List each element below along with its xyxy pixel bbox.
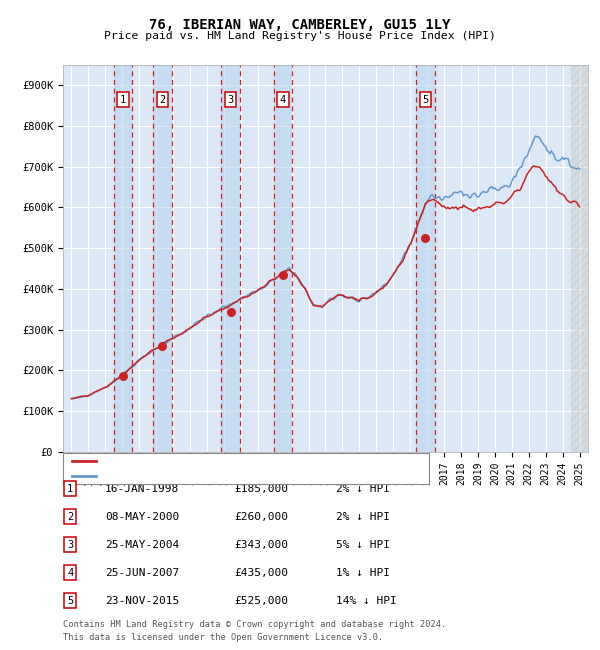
Bar bbox=[274, 65, 292, 452]
Text: 1: 1 bbox=[67, 484, 73, 494]
Text: 76, IBERIAN WAY, CAMBERLEY, GU15 1LY (detached house): 76, IBERIAN WAY, CAMBERLEY, GU15 1LY (de… bbox=[100, 456, 418, 467]
Text: This data is licensed under the Open Government Licence v3.0.: This data is licensed under the Open Gov… bbox=[63, 633, 383, 642]
Bar bbox=[153, 65, 172, 452]
Text: Price paid vs. HM Land Registry's House Price Index (HPI): Price paid vs. HM Land Registry's House … bbox=[104, 31, 496, 41]
Bar bbox=[416, 65, 435, 452]
Text: 16-JAN-1998: 16-JAN-1998 bbox=[105, 484, 179, 494]
Text: £525,000: £525,000 bbox=[234, 595, 288, 606]
Text: Contains HM Land Registry data © Crown copyright and database right 2024.: Contains HM Land Registry data © Crown c… bbox=[63, 619, 446, 629]
Text: 3: 3 bbox=[67, 540, 73, 550]
Text: 1: 1 bbox=[120, 95, 126, 105]
Text: 5: 5 bbox=[422, 95, 428, 105]
Text: 4: 4 bbox=[280, 95, 286, 105]
Bar bbox=[571, 65, 588, 452]
Text: 2% ↓ HPI: 2% ↓ HPI bbox=[336, 512, 390, 522]
Bar bbox=[113, 65, 132, 452]
Text: 25-JUN-2007: 25-JUN-2007 bbox=[105, 567, 179, 578]
Text: HPI: Average price, detached house, Surrey Heath: HPI: Average price, detached house, Surr… bbox=[100, 471, 388, 481]
Text: 3: 3 bbox=[227, 95, 234, 105]
Text: £343,000: £343,000 bbox=[234, 540, 288, 550]
Text: 25-MAY-2004: 25-MAY-2004 bbox=[105, 540, 179, 550]
Text: 23-NOV-2015: 23-NOV-2015 bbox=[105, 595, 179, 606]
Text: 2% ↓ HPI: 2% ↓ HPI bbox=[336, 484, 390, 494]
Text: 2: 2 bbox=[67, 512, 73, 522]
Text: 5% ↓ HPI: 5% ↓ HPI bbox=[336, 540, 390, 550]
Text: 5: 5 bbox=[67, 595, 73, 606]
Text: £185,000: £185,000 bbox=[234, 484, 288, 494]
Text: 76, IBERIAN WAY, CAMBERLEY, GU15 1LY: 76, IBERIAN WAY, CAMBERLEY, GU15 1LY bbox=[149, 18, 451, 32]
Text: 14% ↓ HPI: 14% ↓ HPI bbox=[336, 595, 397, 606]
Text: 4: 4 bbox=[67, 567, 73, 578]
Text: £260,000: £260,000 bbox=[234, 512, 288, 522]
Text: £435,000: £435,000 bbox=[234, 567, 288, 578]
Bar bbox=[221, 65, 240, 452]
Text: 2: 2 bbox=[159, 95, 166, 105]
Text: 08-MAY-2000: 08-MAY-2000 bbox=[105, 512, 179, 522]
Text: 1% ↓ HPI: 1% ↓ HPI bbox=[336, 567, 390, 578]
